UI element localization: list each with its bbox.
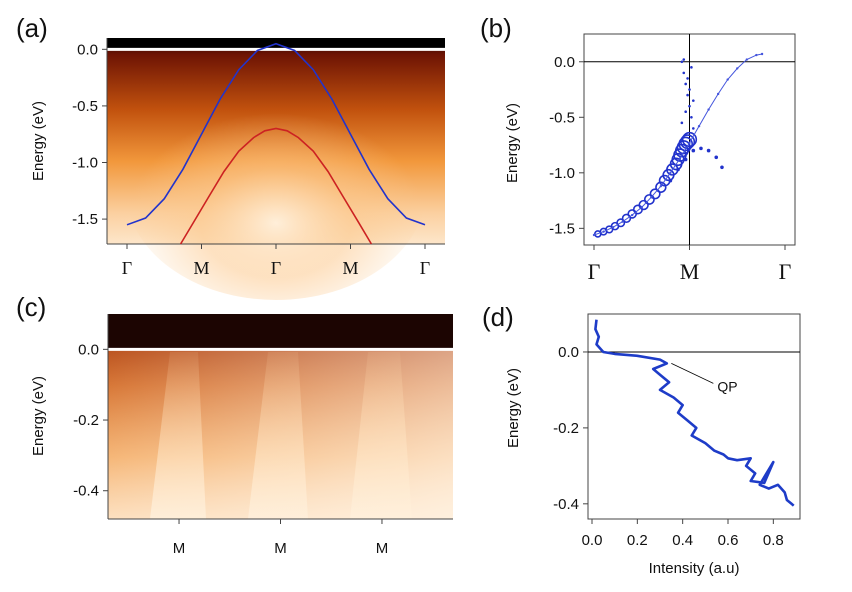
a-xtick-label: Γ <box>271 258 281 278</box>
panel-c-ylabel: Energy (eV) <box>30 376 47 456</box>
b-scatter-point <box>690 115 693 119</box>
b-dashed-point <box>699 146 703 151</box>
b-large-marker <box>680 134 696 150</box>
b-scatter-point <box>692 99 695 102</box>
panel-d: (d) 0.0 -0.2 -0.4 0.0 0.2 0.4 0.6 0.8 QP Energy… <box>482 302 801 577</box>
b-scatter-point <box>692 127 695 130</box>
b-ytick-label: 0.0 <box>554 54 575 71</box>
panel-c-streak-3 <box>350 352 412 519</box>
b-large-marker <box>655 181 667 193</box>
c-ytick-label: -0.4 <box>73 483 99 500</box>
b-dashed-point <box>691 148 696 153</box>
b-ytick-label: -1.0 <box>549 165 575 182</box>
b-large-marker <box>643 194 655 205</box>
panel-c: (c) 0.0 -0.2 -0.4 M M M Energy (eV) <box>16 292 453 557</box>
a-xtick-label: Γ <box>122 258 132 278</box>
panel-c-axes: 0.0 -0.2 -0.4 M M M <box>73 314 453 557</box>
b-dashed-point <box>668 178 673 183</box>
b-large-marker <box>621 213 632 224</box>
b-scatter-point <box>688 88 691 91</box>
c-xtick-label: M <box>274 540 287 557</box>
b-large-marker <box>638 199 649 211</box>
b-scatter-point <box>682 71 686 75</box>
b-large-marker <box>678 136 693 152</box>
b-xtick-label: Γ <box>779 259 792 284</box>
c-xtick-label: M <box>376 540 389 557</box>
a-ytick-label: -0.5 <box>72 98 98 115</box>
a-xtick-label: Γ <box>420 258 430 278</box>
panel-d-annotation-qp: QP <box>717 378 737 394</box>
a-ytick-label: -1.5 <box>72 211 98 228</box>
b-thin-curve-line <box>593 53 763 236</box>
panel-b-data <box>592 52 764 238</box>
d-xtick-label: 0.2 <box>627 532 648 549</box>
a-xtick-label: M <box>193 258 209 278</box>
b-dashed-point <box>683 157 688 162</box>
panel-d-label: (d) <box>482 302 514 332</box>
panel-a-ylabel: Energy (eV) <box>30 101 47 181</box>
b-xtick-label: M <box>680 259 700 284</box>
panel-c-top-band <box>108 314 453 350</box>
a-ytick-label: 0.0 <box>77 41 98 58</box>
panel-d-axes: 0.0 -0.2 -0.4 0.0 0.2 0.4 0.6 0.8 <box>553 314 800 549</box>
panel-a: (a) 0.0 -0.5 -1.0 -1.5 Γ M Γ M Γ Energy (eV) <box>16 13 445 300</box>
d-ytick-label: -0.4 <box>553 496 579 513</box>
c-ytick-label: -0.2 <box>73 412 99 429</box>
b-dashed-point <box>676 167 680 172</box>
d-xtick-label: 0.0 <box>582 532 603 549</box>
panel-c-streak-1 <box>150 352 206 519</box>
b-scatter-point <box>688 104 691 108</box>
b-ytick-label: -0.5 <box>549 109 575 126</box>
b-scatter-point <box>682 58 686 61</box>
b-xtick-label: Γ <box>588 259 601 284</box>
b-scatter-point <box>680 60 684 64</box>
panel-a-red-band <box>179 127 373 245</box>
b-scatter-point <box>684 82 687 86</box>
d-xtick-label: 0.8 <box>763 532 784 549</box>
panel-d-ylabel: Energy (eV) <box>505 368 522 448</box>
panel-a-axes: 0.0 -0.5 -1.0 -1.5 Γ M Γ M Γ <box>72 38 445 278</box>
panel-b-label: (b) <box>480 13 512 43</box>
panel-c-streak-2 <box>248 352 308 519</box>
b-large-marker <box>616 218 626 228</box>
panel-d-edc-curve <box>594 319 795 507</box>
b-scatter-point <box>686 93 689 97</box>
panel-a-label: (a) <box>16 13 48 43</box>
b-dashed-point <box>714 155 719 160</box>
d-xtick-label: 0.4 <box>672 532 693 549</box>
panel-b: (b) 0.0 -0.5 -1.0 -1.5 Γ M Γ Energy (eV) <box>480 13 796 284</box>
c-ytick-label: 0.0 <box>78 341 99 358</box>
b-ytick-label: -1.5 <box>549 220 575 237</box>
d-ytick-label: 0.0 <box>558 344 579 361</box>
panel-c-label: (c) <box>16 292 46 322</box>
d-ytick-label: -0.2 <box>553 420 579 437</box>
b-large-marker <box>649 188 661 200</box>
b-dashed-point <box>706 148 711 153</box>
b-dashed-point <box>720 165 724 170</box>
a-xtick-label: M <box>342 258 358 278</box>
panel-b-ylabel: Energy (eV) <box>504 103 521 183</box>
b-scatter-point <box>684 110 687 114</box>
b-scatter-point <box>680 121 684 125</box>
b-large-marker <box>681 131 698 148</box>
c-xtick-label: M <box>173 540 186 557</box>
a-ytick-label: -1.0 <box>72 155 98 172</box>
b-scatter-point <box>690 66 693 69</box>
panel-a-blue-band <box>126 42 426 226</box>
panel-d-xlabel: Intensity (a.u) <box>649 560 740 577</box>
panel-b-axes: 0.0 -0.5 -1.0 -1.5 Γ M Γ <box>549 34 795 284</box>
b-scatter-point <box>686 77 689 80</box>
d-xtick-label: 0.6 <box>718 532 739 549</box>
panel-d-annotation-leader <box>671 362 714 384</box>
